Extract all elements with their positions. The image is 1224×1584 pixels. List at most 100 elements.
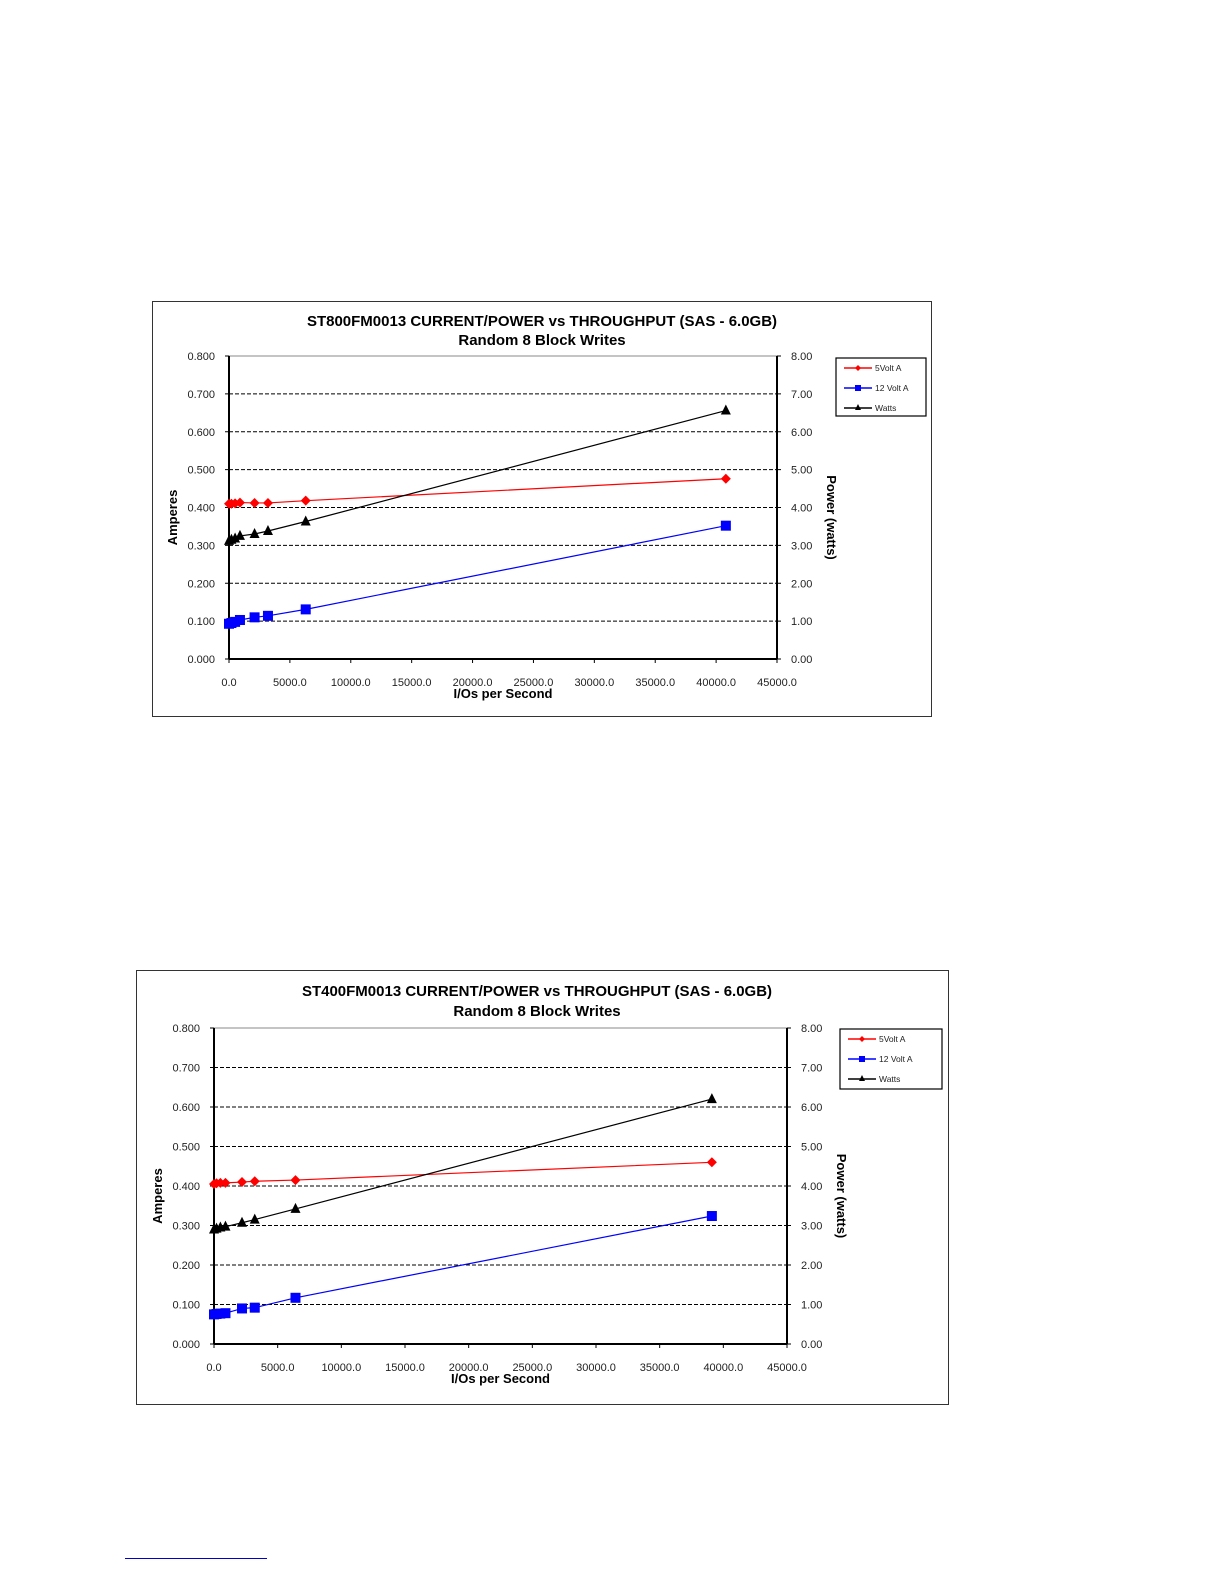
series-12-volt-a [224,520,731,629]
data-point [290,1175,301,1186]
legend-marker [855,385,861,391]
y-tick-label: 0.400 [172,1181,200,1193]
data-point [300,495,311,506]
legend-label: Watts [879,1074,900,1084]
data-point [262,497,273,508]
data-point [706,1093,717,1104]
data-point [249,528,260,539]
x-tick-label: 25000.0 [514,677,554,689]
data-point [234,529,245,540]
data-point [220,1308,231,1319]
chart-st800fm0013: ST800FM0013 CURRENT/POWER vs THROUGHPUT … [152,301,932,717]
data-point [237,1303,248,1314]
y2-tick-label: 8.00 [801,1023,822,1035]
data-point [215,1308,226,1319]
y2-axis-label: Power (watts) [834,1154,849,1239]
y-tick-label: 0.600 [172,1102,200,1114]
y-tick-label: 0.300 [187,540,215,552]
x-tick-label: 30000.0 [576,1362,616,1374]
legend: 5Volt A 12 Volt A Watts [839,1028,943,1090]
x-tick-label: 15000.0 [392,677,432,689]
data-point [215,1177,226,1188]
data-point [300,515,311,526]
y2-tick-label: 3.00 [791,540,812,552]
legend-label: Watts [875,403,896,413]
y-axis-label: Amperes [150,1168,165,1224]
y2-tick-label: 1.00 [801,1300,822,1312]
x-tick-label: 20000.0 [453,677,493,689]
legend: 5Volt A 12 Volt A Watts [835,357,927,417]
x-tick-label: 20000.0 [449,1362,489,1374]
data-point [230,532,241,543]
y2-tick-label: 0.00 [801,1339,822,1351]
chart-st400fm0013: ST400FM0013 CURRENT/POWER vs THROUGHPUT … [136,970,949,1405]
legend-label: 12 Volt A [875,383,909,393]
chart-title: ST800FM0013 CURRENT/POWER vs THROUGHPUT … [307,313,777,330]
data-point [300,604,311,615]
series-5volt-a [224,473,731,509]
x-axis-label: I/Os per Second [454,686,553,701]
y2-tick-label: 7.00 [801,1063,822,1075]
series-line [213,1098,713,1231]
y-tick-label: 0.100 [187,616,215,628]
x-tick-label: 40000.0 [696,677,736,689]
data-point [720,520,731,531]
data-point [249,497,260,508]
chart-subtitle: Random 8 Block Writes [453,1003,620,1020]
data-point [262,524,273,535]
chart-svg: ST800FM0013 CURRENT/POWER vs THROUGHPUT … [165,313,927,701]
data-point [249,1302,260,1313]
x-tick-label: 10000.0 [321,1362,361,1374]
y2-tick-label: 3.00 [801,1221,822,1233]
y2-tick-label: 6.00 [801,1102,822,1114]
x-tick-label: 5000.0 [261,1362,295,1374]
series-line [213,1161,712,1185]
y-tick-label: 0.800 [172,1023,200,1035]
legend-label: 5Volt A [875,363,902,373]
data-point [220,1220,231,1231]
x-tick-label: 40000.0 [703,1362,743,1374]
data-point [290,1292,301,1303]
data-point [249,1176,260,1187]
x-tick-label: 25000.0 [512,1362,552,1374]
data-point [290,1202,301,1213]
series-watts [209,1093,717,1234]
y2-tick-label: 2.00 [791,578,812,590]
legend-marker [859,1036,865,1042]
y2-tick-label: 6.00 [791,427,812,439]
y-tick-label: 0.200 [172,1260,200,1272]
y2-tick-label: 0.00 [791,654,812,666]
chart-subtitle: Random 8 Block Writes [458,332,625,349]
y-tick-label: 0.200 [187,578,215,590]
legend-marker [859,1075,865,1081]
x-axis-label: I/Os per Second [451,1371,550,1386]
data-point [720,473,731,484]
y2-tick-label: 5.00 [801,1142,822,1154]
x-tick-label: 45000.0 [757,677,797,689]
x-tick-label: 15000.0 [385,1362,425,1374]
legend-label: 5Volt A [879,1034,906,1044]
chart-svg: ST400FM0013 CURRENT/POWER vs THROUGHPUT … [150,983,943,1386]
footnote-rule [125,1558,267,1559]
data-point [234,497,245,508]
y-tick-label: 0.800 [187,351,215,363]
y-tick-label: 0.000 [172,1339,200,1351]
y-tick-label: 0.000 [187,654,215,666]
data-point [249,612,260,623]
chart-title: ST400FM0013 CURRENT/POWER vs THROUGHPUT … [302,983,772,1000]
data-point [237,1216,248,1227]
y2-tick-label: 4.00 [801,1181,822,1193]
y-axis-label: Amperes [165,490,180,546]
y-tick-label: 0.500 [187,465,215,477]
y-tick-label: 0.700 [172,1063,200,1075]
x-tick-label: 0.0 [206,1362,221,1374]
y-tick-label: 0.100 [172,1300,200,1312]
y2-tick-label: 5.00 [791,465,812,477]
y2-tick-label: 8.00 [791,351,812,363]
data-point [249,1213,260,1224]
x-tick-label: 30000.0 [574,677,614,689]
series-12-volt-a [209,1211,717,1320]
data-point [230,498,241,509]
y2-axis-label: Power (watts) [824,475,839,560]
